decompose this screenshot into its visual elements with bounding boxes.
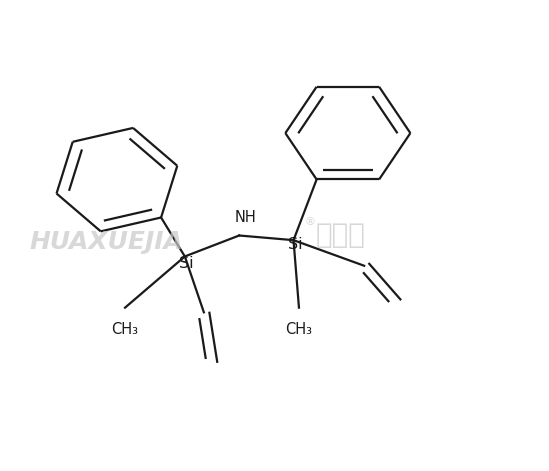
Text: CH₃: CH₃ — [285, 322, 312, 337]
Text: HUAXUEJIA: HUAXUEJIA — [30, 230, 184, 254]
Text: 化学加: 化学加 — [315, 221, 365, 250]
Text: ®: ® — [304, 217, 315, 227]
Text: Si: Si — [179, 256, 194, 271]
Text: NH: NH — [235, 210, 256, 225]
Text: Si: Si — [288, 237, 302, 252]
Text: CH₃: CH₃ — [111, 322, 138, 337]
